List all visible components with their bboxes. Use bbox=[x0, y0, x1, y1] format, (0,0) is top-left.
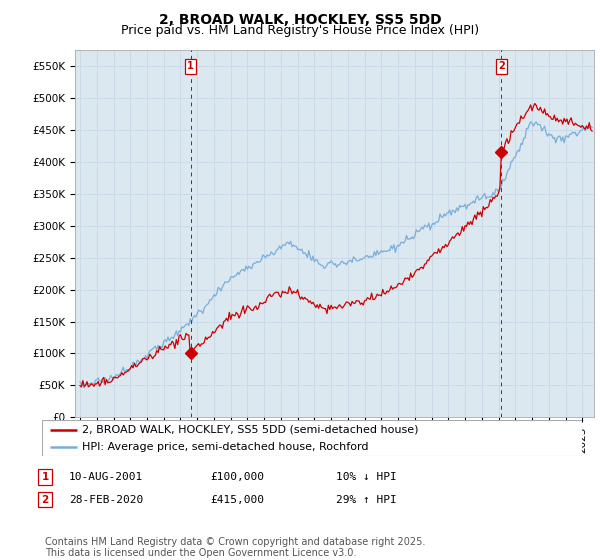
Text: 28-FEB-2020: 28-FEB-2020 bbox=[69, 494, 143, 505]
Text: 2, BROAD WALK, HOCKLEY, SS5 5DD (semi-detached house): 2, BROAD WALK, HOCKLEY, SS5 5DD (semi-de… bbox=[83, 425, 419, 435]
Text: Price paid vs. HM Land Registry's House Price Index (HPI): Price paid vs. HM Land Registry's House … bbox=[121, 24, 479, 37]
Text: Contains HM Land Registry data © Crown copyright and database right 2025.
This d: Contains HM Land Registry data © Crown c… bbox=[45, 536, 425, 558]
Text: 10% ↓ HPI: 10% ↓ HPI bbox=[336, 472, 397, 482]
Text: £100,000: £100,000 bbox=[210, 472, 264, 482]
Text: HPI: Average price, semi-detached house, Rochford: HPI: Average price, semi-detached house,… bbox=[83, 442, 369, 451]
Text: 1: 1 bbox=[41, 472, 49, 482]
Text: 1: 1 bbox=[187, 62, 194, 72]
Text: 2: 2 bbox=[498, 62, 505, 72]
Text: 2, BROAD WALK, HOCKLEY, SS5 5DD: 2, BROAD WALK, HOCKLEY, SS5 5DD bbox=[158, 13, 442, 27]
Text: 29% ↑ HPI: 29% ↑ HPI bbox=[336, 494, 397, 505]
Text: 2: 2 bbox=[41, 494, 49, 505]
Text: £415,000: £415,000 bbox=[210, 494, 264, 505]
Text: 10-AUG-2001: 10-AUG-2001 bbox=[69, 472, 143, 482]
